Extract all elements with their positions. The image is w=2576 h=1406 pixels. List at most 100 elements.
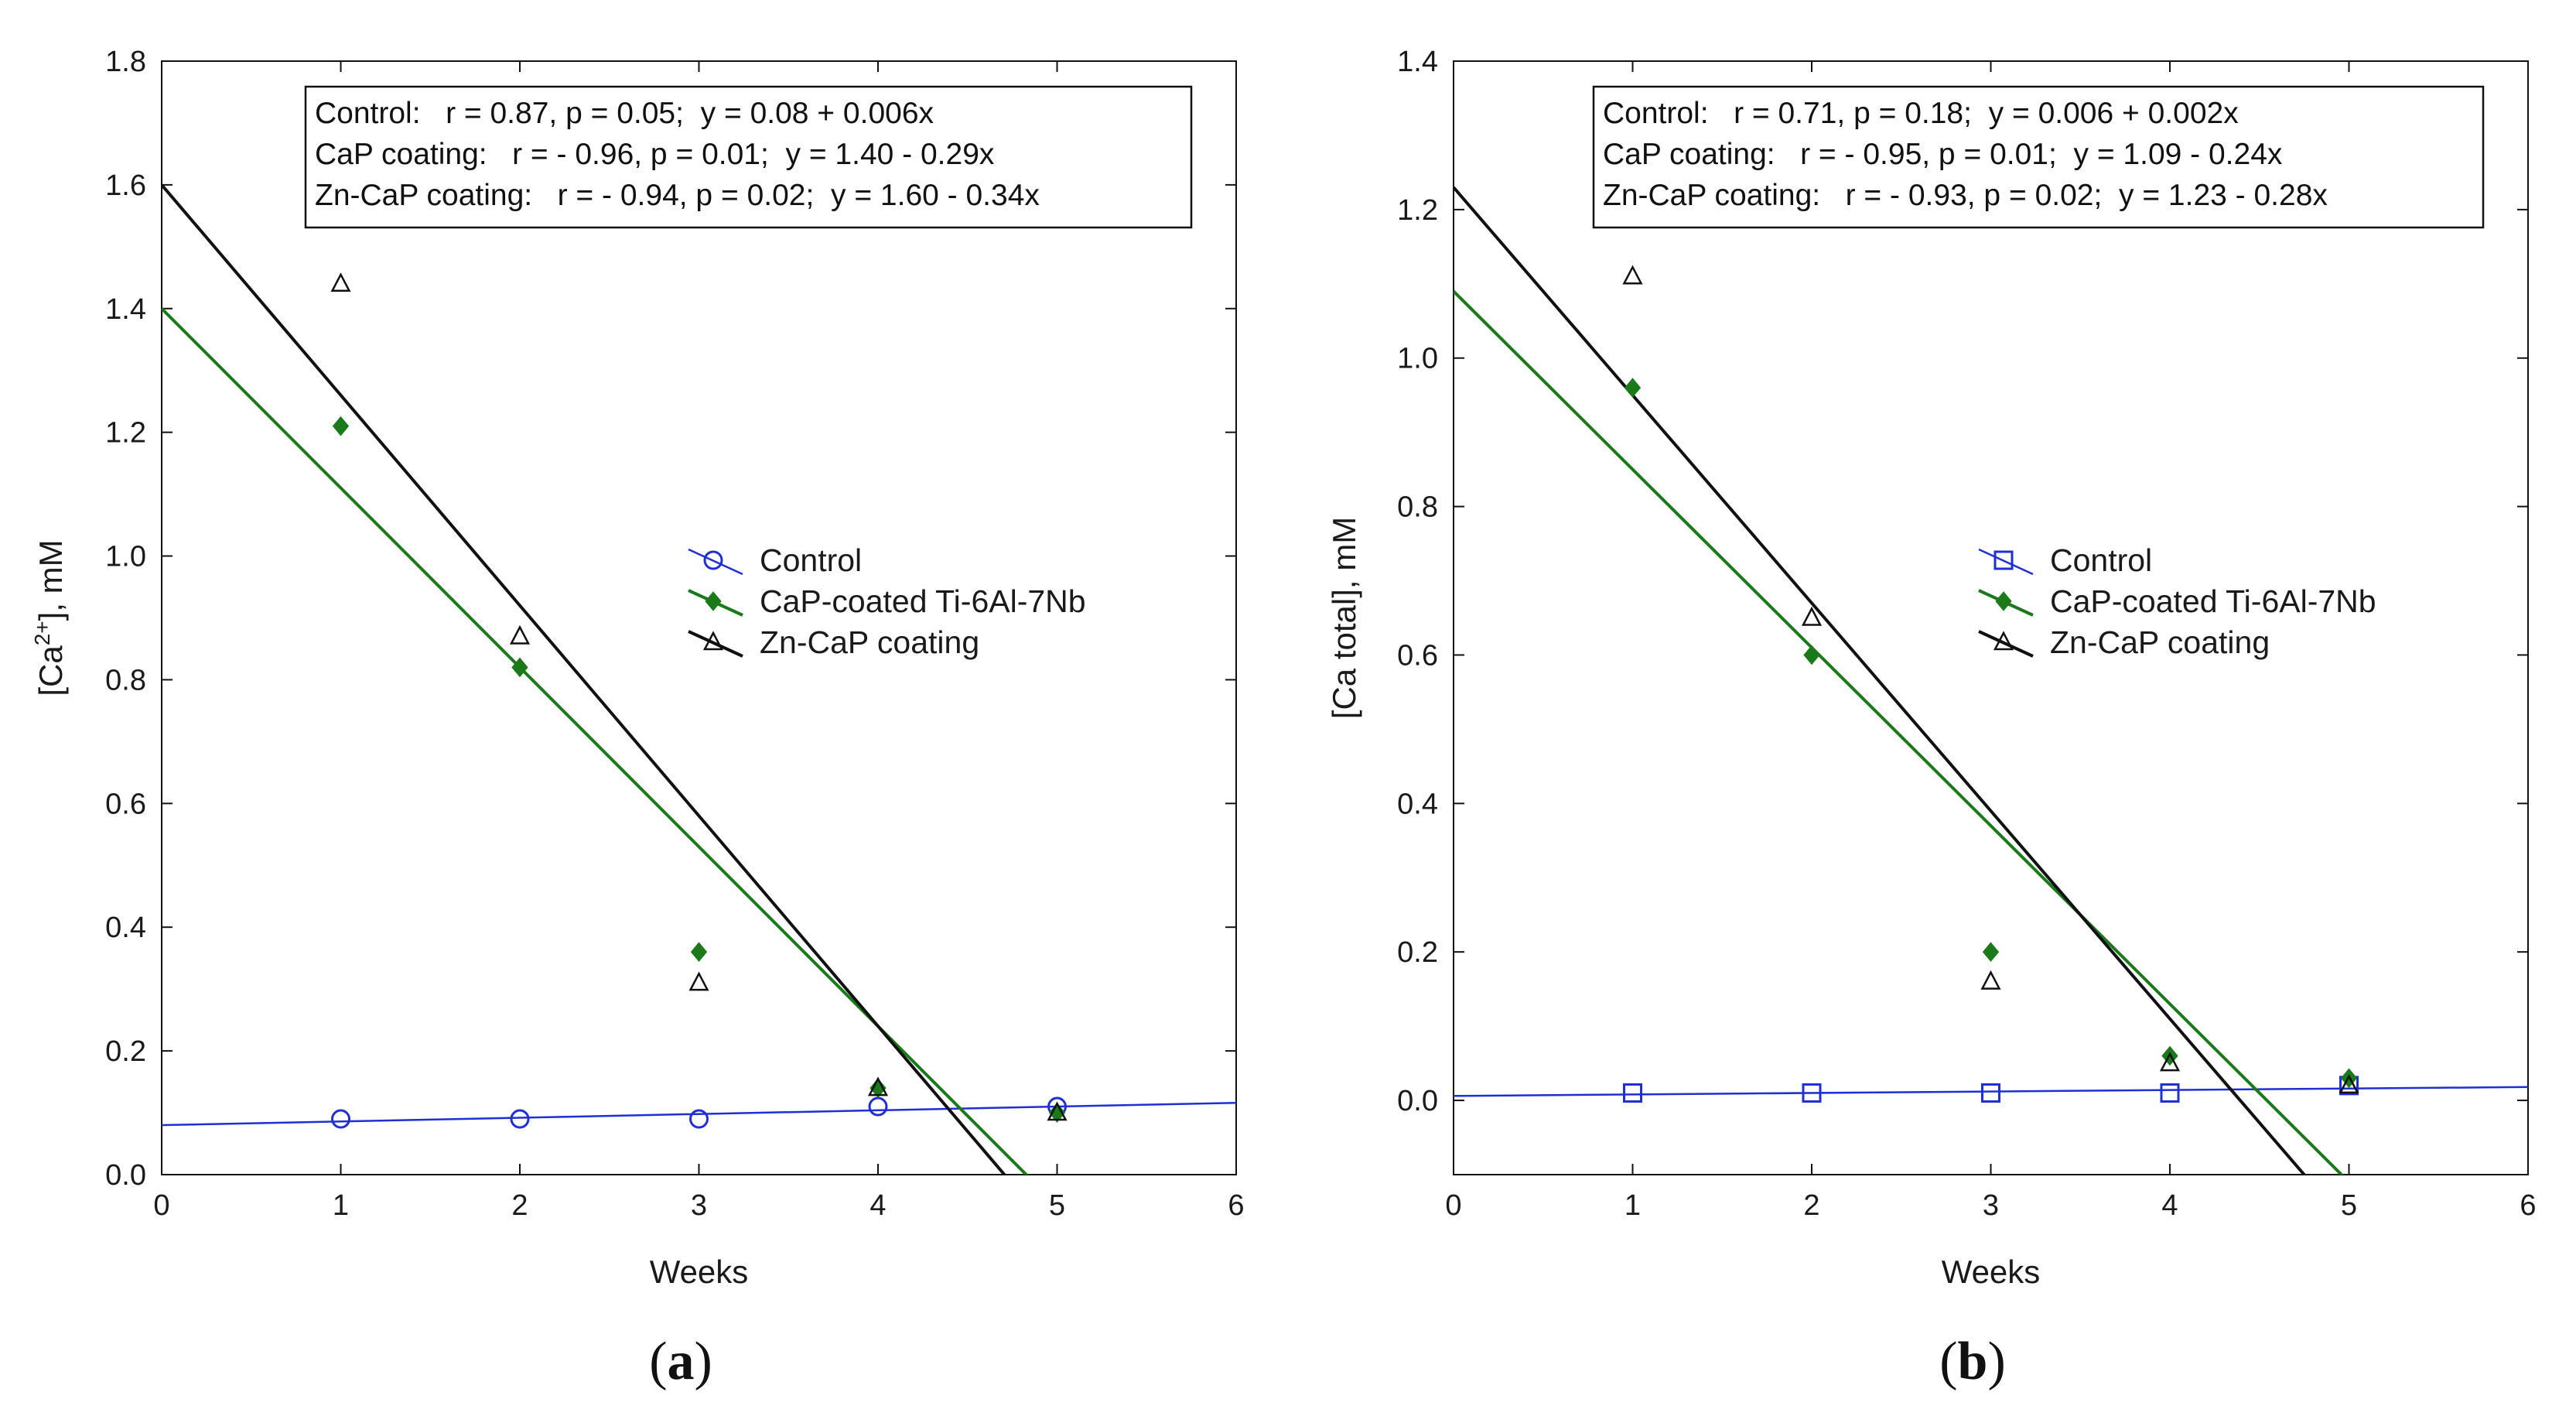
data-point — [330, 272, 351, 292]
y-tick-label: 0.0 — [105, 1159, 146, 1192]
y-axis-label-superscript: 2+ — [30, 621, 54, 645]
y-axis-label-suffix: ], mM — [32, 539, 69, 621]
data-point — [1803, 645, 1820, 665]
panel-b-fit-lines — [1454, 186, 2528, 1175]
legend-line — [1978, 548, 2034, 576]
data-point — [688, 971, 709, 991]
y-tick-label: 1.4 — [105, 293, 146, 326]
y-axis-label-prefix: [Ca — [32, 645, 69, 696]
y-tick-label: 0.8 — [1397, 491, 1438, 524]
y-tick-label: 1.0 — [105, 541, 146, 573]
data-point — [1801, 606, 1823, 626]
legend-line — [688, 548, 743, 576]
panel-paren-close: ) — [1987, 1332, 2005, 1391]
x-tick-label: 5 — [2341, 1189, 2357, 1222]
data-point — [867, 1076, 889, 1096]
panel-b-stats-box — [1592, 85, 2485, 229]
x-tick-label: 2 — [511, 1189, 528, 1222]
panel-a-label: (a) — [649, 1332, 712, 1391]
y-axis-label-prefix: [Ca total], mM — [1326, 517, 1362, 719]
series-control — [1623, 1076, 2359, 1103]
y-tick-label: 0.4 — [1397, 788, 1438, 820]
x-tick-label: 2 — [1803, 1189, 1819, 1222]
series-cap-coated-ti-6al-7nb — [332, 416, 1066, 1123]
legend-label: Zn-CaP coating — [2050, 624, 2270, 660]
legend-marker — [1995, 591, 2012, 611]
panel-b-label: (b) — [1939, 1332, 2006, 1391]
series-cap-coated-ti-6al-7nb — [1624, 378, 2358, 1089]
fit-line-cap-coated-ti-6al-7nb — [1454, 289, 2344, 1175]
stats-line: Control: r = 0.87, p = 0.05; y = 0.08 + … — [315, 97, 934, 130]
data-point — [1981, 1083, 2000, 1103]
data-point — [690, 942, 708, 962]
panel-b-legend: Control CaP-coated Ti-6Al-7Nb Zn-CaP coati… — [1978, 542, 2376, 660]
stats-line: Zn-CaP coating: r = - 0.94, p = 0.02; y … — [315, 179, 1040, 212]
x-tick-label: 0 — [153, 1189, 169, 1222]
y-tick-label: 0.8 — [105, 664, 146, 696]
data-point — [868, 1096, 888, 1117]
panel-b-x-axis-label: Weeks — [1942, 1254, 2041, 1290]
panel-a-stats-box — [304, 85, 1193, 229]
data-point — [511, 657, 528, 678]
data-point — [1047, 1101, 1068, 1121]
y-tick-label: 0.4 — [105, 912, 146, 944]
stats-line: Control: r = 0.71, p = 0.18; y = 0.006 +… — [1603, 97, 2239, 130]
panel-a: 0 1 2 3 4 5 6 0.0 0.2 0.4 0.6 0.8 1.0 1.2 1.4 1.6 1.8 Wee… — [30, 46, 1245, 1391]
fit-line-cap-coated-ti-6al-7nb — [162, 307, 1029, 1175]
x-tick-label: 4 — [2161, 1189, 2178, 1222]
x-tick-label: 1 — [333, 1189, 349, 1222]
panel-b-y-axis-label: [Ca total], mM — [1326, 517, 1362, 719]
y-tick-label: 1.0 — [1397, 343, 1438, 375]
x-tick-label: 6 — [1228, 1189, 1244, 1222]
data-point — [510, 1109, 530, 1129]
panel-a-fit-lines — [162, 183, 1236, 1175]
legend-marker — [703, 550, 723, 570]
y-tick-label: 1.2 — [105, 417, 146, 450]
panel-b: 0 1 2 3 4 5 6 0.0 0.2 0.4 0.6 0.8 1.0 1.2 1.4 Weeks [Ca … — [1326, 46, 2537, 1391]
legend-label: CaP-coated Ti-6Al-7Nb — [760, 583, 1086, 619]
panel-paren-open: ( — [1939, 1332, 1957, 1391]
data-point — [2339, 1074, 2359, 1094]
fit-line-zn-cap-coating — [1454, 186, 2307, 1175]
data-point — [1622, 265, 1643, 285]
legend-label: Control — [2050, 542, 2152, 578]
legend-marker — [705, 591, 722, 611]
legend-line — [688, 630, 743, 658]
data-point — [331, 1109, 350, 1129]
data-point — [869, 1078, 887, 1098]
panel-paren-close: ) — [695, 1332, 712, 1391]
data-point — [689, 1109, 709, 1129]
legend-marker — [702, 631, 724, 651]
x-tick-label: 0 — [1445, 1189, 1461, 1222]
y-tick-label: 1.6 — [105, 169, 146, 202]
x-tick-label: 6 — [2520, 1189, 2536, 1222]
legend-marker — [1993, 631, 2014, 651]
legend-marker — [1993, 550, 2014, 570]
x-tick-label: 5 — [1049, 1189, 1065, 1222]
series-zn-cap-coating — [330, 272, 1068, 1121]
y-tick-label: 1.2 — [1397, 194, 1438, 227]
stats-line: Zn-CaP coating: r = - 0.93, p = 0.02; y … — [1603, 179, 2328, 212]
panel-letter: b — [1958, 1332, 1988, 1391]
data-point — [1048, 1103, 1066, 1123]
data-point — [332, 416, 350, 436]
y-tick-label: 0.6 — [105, 788, 146, 820]
data-point — [1982, 942, 2000, 962]
y-tick-label: 1.4 — [1397, 46, 1438, 78]
x-tick-label: 3 — [1983, 1189, 1999, 1222]
panel-paren-open: ( — [649, 1332, 667, 1391]
panel-a-legend: Control CaP-coated Ti-6Al-7Nb Zn-CaP coati… — [688, 542, 1086, 660]
stats-line: CaP coating: r = - 0.95, p = 0.01; y = 1… — [1603, 138, 2283, 171]
stats-line: CaP coating: r = - 0.96, p = 0.01; y = 1… — [315, 138, 995, 171]
panel-a-x-axis-label: Weeks — [650, 1254, 749, 1290]
y-tick-label: 0.2 — [1397, 936, 1438, 969]
y-tick-label: 0.0 — [1397, 1085, 1438, 1117]
legend-label: Control — [760, 542, 862, 578]
panel-letter: a — [668, 1332, 695, 1391]
y-tick-label: 0.2 — [105, 1035, 146, 1068]
y-tick-label: 1.8 — [105, 46, 146, 78]
data-point — [2160, 1083, 2180, 1103]
x-tick-label: 3 — [691, 1189, 707, 1222]
x-tick-label: 1 — [1625, 1189, 1641, 1222]
data-point — [1802, 1083, 1822, 1103]
